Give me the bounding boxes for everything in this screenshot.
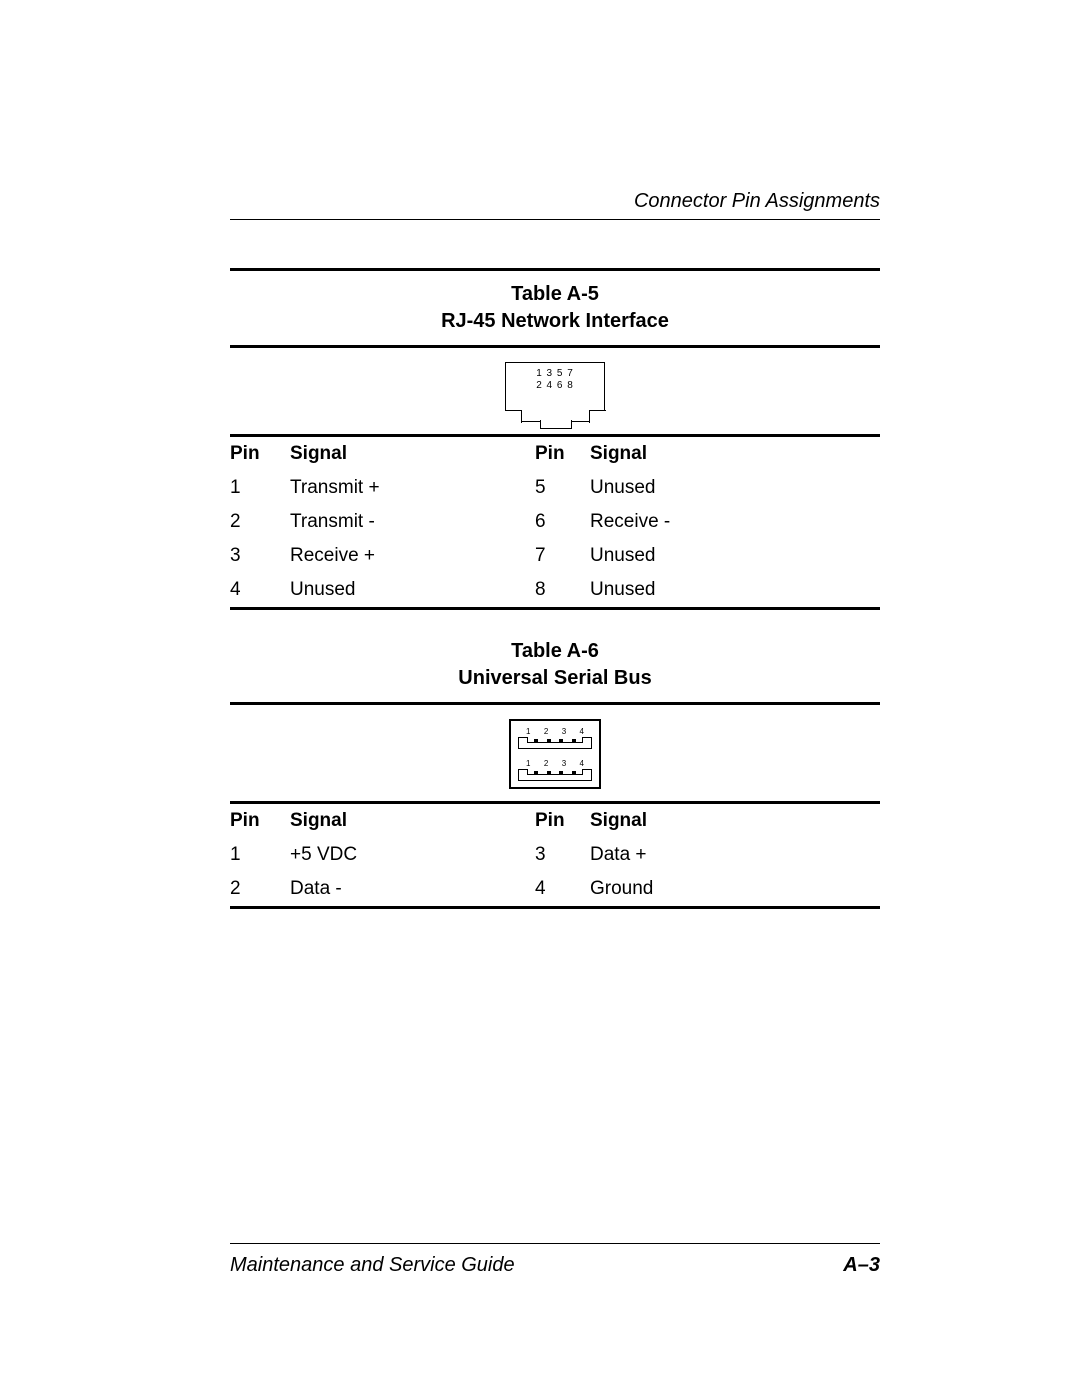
table-a5: Pin Signal Pin Signal 1 Transmit + 5 Unu… <box>230 437 880 607</box>
table-a5-header-row: Pin Signal Pin Signal <box>230 437 880 471</box>
footer-page-number: A–3 <box>843 1254 880 1277</box>
cell-pin: 1 <box>230 471 290 505</box>
col-signal: Signal <box>590 804 880 838</box>
usb-pin-label: 4 <box>580 759 584 768</box>
rj45-pin-row2: 2 4 6 8 <box>506 380 604 392</box>
cell-pin: 7 <box>535 539 590 573</box>
usb-pin-label: 1 <box>526 727 530 736</box>
col-pin: Pin <box>535 804 590 838</box>
cell-signal: Ground <box>590 872 880 906</box>
table-a6-caption-line2: Universal Serial Bus <box>230 665 880 692</box>
usb-pin-label: 4 <box>580 727 584 736</box>
table-a6-body: 1 +5 VDC 3 Data + 2 Data - 4 Ground <box>230 838 880 906</box>
usb-pin-label: 2 <box>544 759 548 768</box>
table-a6-bottom-rule <box>230 906 880 909</box>
table-a6-caption: Table A-6 Universal Serial Bus <box>230 638 880 692</box>
usb-pin-label: 1 <box>526 759 530 768</box>
rj45-pin-row1: 1 3 5 7 <box>506 368 604 380</box>
cell-signal: Receive + <box>290 539 535 573</box>
table-row: 2 Data - 4 Ground <box>230 872 880 906</box>
cell-pin: 6 <box>535 505 590 539</box>
cell-signal: Receive - <box>590 505 880 539</box>
table-a6-header-row: Pin Signal Pin Signal <box>230 804 880 838</box>
cell-pin: 5 <box>535 471 590 505</box>
table-a5-caption: Table A-5 RJ-45 Network Interface <box>230 281 880 335</box>
usb-pin-label: 2 <box>544 727 548 736</box>
usb-pin-label: 3 <box>562 727 566 736</box>
cell-pin: 1 <box>230 838 290 872</box>
table-row: 1 Transmit + 5 Unused <box>230 471 880 505</box>
usb-connector-icon: 1 2 3 4 1 2 3 4 <box>509 719 601 789</box>
usb-port-top: 1 2 3 4 <box>518 727 592 749</box>
table-row: 3 Receive + 7 Unused <box>230 539 880 573</box>
cell-signal: Data - <box>290 872 535 906</box>
cell-signal: Transmit - <box>290 505 535 539</box>
usb-pin-label: 3 <box>562 759 566 768</box>
usb-diagram: 1 2 3 4 1 2 3 4 <box>230 705 880 801</box>
page: Connector Pin Assignments Table A-5 RJ-4… <box>0 0 1080 1397</box>
table-a5-caption-line2: RJ-45 Network Interface <box>230 308 880 335</box>
cell-signal: +5 VDC <box>290 838 535 872</box>
col-pin: Pin <box>535 437 590 471</box>
table-row: 1 +5 VDC 3 Data + <box>230 838 880 872</box>
rj45-diagram: 1 3 5 7 2 4 6 8 <box>230 348 880 434</box>
header-section-title: Connector Pin Assignments <box>230 190 880 213</box>
table-row: 4 Unused 8 Unused <box>230 573 880 607</box>
usb-port-bottom: 1 2 3 4 <box>518 759 592 781</box>
col-signal: Signal <box>590 437 880 471</box>
cell-signal: Unused <box>590 573 880 607</box>
cell-pin: 4 <box>230 573 290 607</box>
cell-pin: 2 <box>230 505 290 539</box>
cell-pin: 4 <box>535 872 590 906</box>
cell-pin: 3 <box>230 539 290 573</box>
table-a6-caption-line1: Table A-6 <box>230 638 880 665</box>
footer: Maintenance and Service Guide A–3 <box>230 1243 880 1277</box>
cell-signal: Data + <box>590 838 880 872</box>
table-a6: Pin Signal Pin Signal 1 +5 VDC 3 Data + … <box>230 804 880 906</box>
col-signal: Signal <box>290 804 535 838</box>
col-pin: Pin <box>230 804 290 838</box>
table-row: 2 Transmit - 6 Receive - <box>230 505 880 539</box>
cell-signal: Unused <box>590 539 880 573</box>
cell-signal: Unused <box>290 573 535 607</box>
table-a5-caption-line1: Table A-5 <box>230 281 880 308</box>
cell-signal: Transmit + <box>290 471 535 505</box>
cell-pin: 2 <box>230 872 290 906</box>
table-a5-body: 1 Transmit + 5 Unused 2 Transmit - 6 Rec… <box>230 471 880 607</box>
col-pin: Pin <box>230 437 290 471</box>
cell-pin: 8 <box>535 573 590 607</box>
footer-doc-title: Maintenance and Service Guide <box>230 1254 515 1277</box>
rj45-connector-icon: 1 3 5 7 2 4 6 8 <box>505 362 605 422</box>
cell-pin: 3 <box>535 838 590 872</box>
col-signal: Signal <box>290 437 535 471</box>
cell-signal: Unused <box>590 471 880 505</box>
